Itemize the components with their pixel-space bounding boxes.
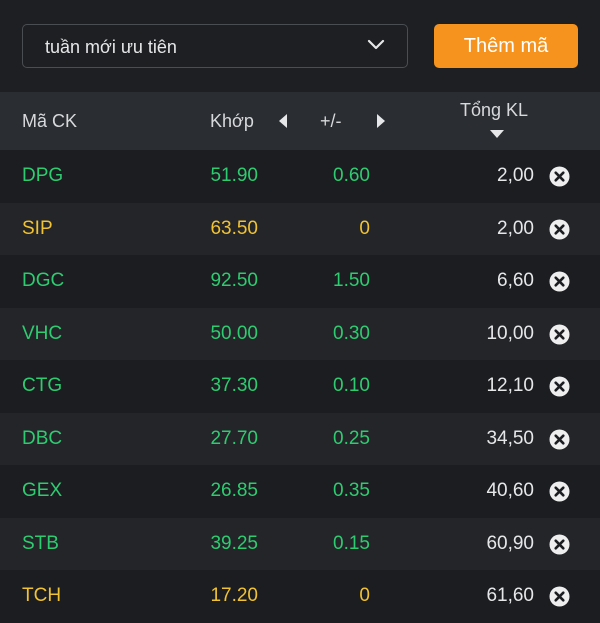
column-header-change[interactable]: +/- bbox=[320, 111, 342, 131]
table-row[interactable]: GEX 26.85 0.35 40,60 bbox=[0, 465, 600, 518]
price-cell: 37.30 bbox=[210, 375, 258, 396]
column-header-volume[interactable]: Tổng KL bbox=[460, 100, 529, 120]
symbol-cell: CTG bbox=[22, 375, 63, 396]
symbol-cell: GEX bbox=[22, 480, 63, 501]
column-header-symbol[interactable]: Mã CK bbox=[22, 111, 78, 131]
price-cell: 50.00 bbox=[210, 322, 258, 344]
symbol-cell: SIP bbox=[22, 217, 53, 239]
volume-cell: 6,60 bbox=[497, 270, 534, 291]
price-cell: 63.50 bbox=[210, 217, 258, 239]
symbol-cell: DGC bbox=[22, 270, 65, 291]
remove-symbol-icon[interactable] bbox=[549, 481, 570, 502]
add-symbol-button[interactable]: Thêm mã bbox=[434, 24, 578, 68]
price-cell: 26.85 bbox=[210, 480, 258, 501]
table-row[interactable]: CTG 37.30 0.10 12,10 bbox=[0, 360, 600, 413]
symbol-cell: TCH bbox=[22, 585, 62, 606]
watchlist-table-body: DPG 51.90 0.60 2,00 SIP 63.50 0 2,00 DGC… bbox=[0, 150, 600, 623]
volume-cell: 34,50 bbox=[486, 427, 534, 449]
remove-symbol-icon[interactable] bbox=[549, 324, 570, 345]
remove-symbol-icon[interactable] bbox=[549, 586, 570, 607]
price-cell: 27.70 bbox=[210, 427, 258, 449]
table-row[interactable]: DPG 51.90 0.60 2,00 bbox=[0, 150, 600, 203]
table-row[interactable]: VHC 50.00 0.30 10,00 bbox=[0, 307, 600, 360]
watchlist-select-value: tuần mới ưu tiên bbox=[45, 37, 177, 57]
symbol-cell: DBC bbox=[22, 427, 63, 449]
table-row[interactable]: DBC 27.70 0.25 34,50 bbox=[0, 412, 600, 465]
symbol-cell: DPG bbox=[22, 165, 64, 186]
change-cell: 0.30 bbox=[333, 322, 370, 344]
remove-symbol-icon[interactable] bbox=[549, 271, 570, 292]
volume-cell: 40,60 bbox=[486, 480, 534, 501]
volume-cell: 10,00 bbox=[486, 322, 534, 344]
remove-symbol-icon[interactable] bbox=[549, 219, 570, 240]
change-cell: 0.60 bbox=[333, 165, 370, 186]
watchlist-select[interactable]: tuần mới ưu tiên bbox=[22, 24, 408, 68]
price-cell: 51.90 bbox=[210, 165, 258, 186]
remove-symbol-icon[interactable] bbox=[549, 429, 570, 450]
symbol-cell: VHC bbox=[22, 322, 63, 344]
sort-descending-icon[interactable] bbox=[490, 130, 504, 138]
caret-left-icon[interactable] bbox=[278, 113, 288, 129]
remove-symbol-icon[interactable] bbox=[549, 376, 570, 397]
change-cell: 1.50 bbox=[333, 270, 370, 291]
change-cell: 0.15 bbox=[333, 532, 370, 554]
table-row[interactable]: DGC 92.50 1.50 6,60 bbox=[0, 255, 600, 308]
price-cell: 92.50 bbox=[210, 270, 258, 291]
change-cell: 0 bbox=[359, 585, 370, 606]
watchlist-toolbar: tuần mới ưu tiên Thêm mã bbox=[0, 0, 600, 92]
table-row[interactable]: TCH 17.20 0 61,60 bbox=[0, 570, 600, 623]
change-cell: 0.35 bbox=[333, 480, 370, 501]
volume-cell: 2,00 bbox=[497, 217, 534, 239]
volume-cell: 2,00 bbox=[497, 165, 534, 186]
table-header: Mã CK Khớp +/- Tổng KL bbox=[0, 92, 600, 150]
change-cell: 0.10 bbox=[333, 375, 370, 396]
price-cell: 17.20 bbox=[210, 585, 258, 606]
volume-cell: 61,60 bbox=[486, 585, 534, 606]
price-cell: 39.25 bbox=[210, 532, 258, 554]
volume-cell: 60,90 bbox=[486, 532, 534, 554]
symbol-cell: STB bbox=[22, 532, 59, 554]
remove-symbol-icon[interactable] bbox=[549, 166, 570, 187]
change-cell: 0.25 bbox=[333, 427, 370, 449]
table-row[interactable]: STB 39.25 0.15 60,90 bbox=[0, 517, 600, 570]
chevron-down-icon bbox=[367, 39, 385, 50]
change-cell: 0 bbox=[359, 217, 370, 239]
caret-right-icon[interactable] bbox=[376, 113, 386, 129]
remove-symbol-icon[interactable] bbox=[549, 534, 570, 555]
column-header-price[interactable]: Khớp bbox=[210, 111, 254, 131]
table-row[interactable]: SIP 63.50 0 2,00 bbox=[0, 202, 600, 255]
volume-cell: 12,10 bbox=[486, 375, 534, 396]
